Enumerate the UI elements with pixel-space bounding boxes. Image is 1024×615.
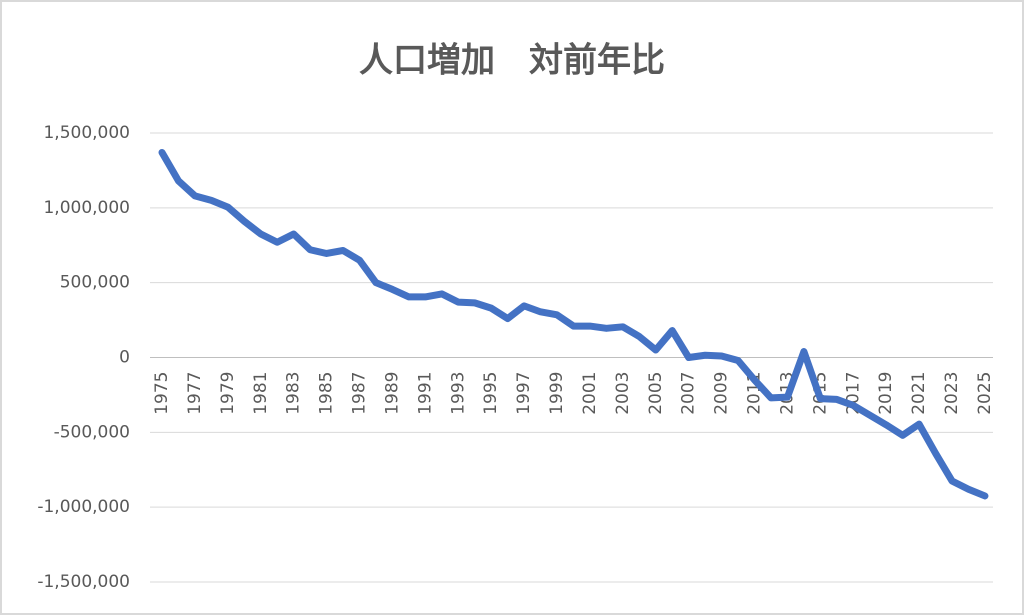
chart-title: 人口増加 対前年比: [359, 41, 665, 81]
x-tick-label: 1989: [382, 372, 402, 415]
x-tick-label: 1983: [284, 372, 304, 415]
y-tick-label: 1,500,000: [43, 123, 130, 143]
x-tick-label: 2003: [613, 372, 633, 415]
x-tick-label: 1991: [415, 372, 435, 415]
y-tick-label: -1,500,000: [37, 572, 130, 592]
y-tick-label: 1,000,000: [43, 198, 130, 218]
x-tick-label: 2021: [909, 372, 929, 415]
x-tick-label: 2007: [679, 372, 699, 415]
x-tick-label: 1987: [350, 372, 370, 415]
x-tick-label: 2005: [646, 372, 666, 415]
y-tick-label: 500,000: [60, 273, 130, 293]
x-tick-label: 2025: [975, 371, 995, 414]
x-tick-label: 1999: [547, 372, 567, 415]
x-tick-label: 2023: [942, 372, 962, 415]
x-tick-label: 1975: [152, 372, 172, 415]
x-tick-label: 2001: [580, 372, 600, 415]
x-tick-label: 2009: [712, 372, 732, 415]
data-line: [158, 148, 989, 500]
x-tick-label: 1995: [481, 372, 501, 415]
x-tick-label: 2019: [876, 372, 896, 415]
y-tick-label: -1,000,000: [37, 497, 130, 517]
x-tick-label: 1981: [251, 372, 271, 415]
x-tick-label: 1985: [317, 372, 337, 415]
x-tick-label: 1977: [185, 372, 205, 415]
y-tick-label: -500,000: [54, 422, 130, 442]
y-tick-label: 0: [119, 348, 130, 368]
x-tick-label: 1993: [448, 372, 468, 415]
x-tick-label: 1979: [218, 372, 238, 415]
x-tick-label: 1997: [514, 372, 534, 415]
